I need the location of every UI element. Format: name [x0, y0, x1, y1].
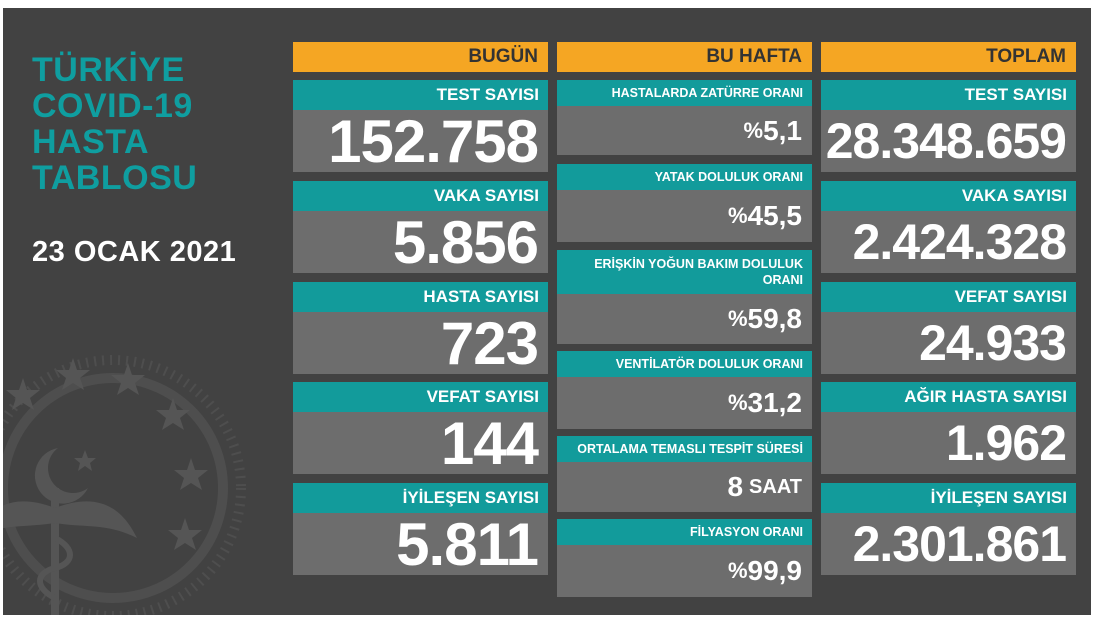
card-value: % 99,9: [557, 545, 812, 597]
value-number: 45,5: [747, 200, 803, 231]
today-case-card: VAKA SAYISI 5.856: [293, 181, 548, 276]
title-line: COVID-19: [32, 87, 193, 125]
card-label: TEST SAYISI: [821, 80, 1076, 110]
today-test-card: TEST SAYISI 152.758: [293, 80, 548, 175]
ministry-emblem-icon: [3, 355, 246, 615]
value-number: 8: [727, 471, 744, 502]
card-value: 28.348.659: [821, 110, 1076, 172]
card-label: VEFAT SAYISI: [821, 282, 1076, 312]
column-header-today: BUGÜN: [293, 42, 548, 72]
week-contact-time-card: ORTALAMA TEMASLI TESPİT SÜRESİ 8 SAAT: [557, 436, 812, 512]
card-label: YATAK DOLULUK ORANI: [557, 164, 812, 190]
card-value: 8 SAAT: [557, 462, 812, 512]
card-label: VAKA SAYISI: [293, 181, 548, 211]
card-label: VEFAT SAYISI: [293, 382, 548, 412]
card-value: 24.933: [821, 312, 1076, 374]
card-value: 2.301.861: [821, 513, 1076, 575]
today-recovered-card: İYİLEŞEN SAYISI 5.811: [293, 483, 548, 578]
title-line: TABLOSU: [32, 159, 198, 197]
card-value: 2.424.328: [821, 211, 1076, 273]
card-value: % 45,5: [557, 190, 812, 242]
total-case-card: VAKA SAYISI 2.424.328: [821, 181, 1076, 273]
card-label-line: ERİŞKİN YOĞUN BAKIM DOLULUK: [594, 257, 803, 271]
card-value: 723: [293, 310, 548, 377]
card-label-line: ORANI: [762, 273, 803, 287]
card-label: AĞIR HASTA SAYISI: [821, 382, 1076, 412]
card-value: 1.962: [821, 412, 1076, 474]
total-death-card: VEFAT SAYISI 24.933: [821, 282, 1076, 374]
total-recovered-card: İYİLEŞEN SAYISI 2.301.861: [821, 483, 1076, 575]
week-pneumonia-card: HASTALARDA ZATÜRRE ORANI % 5,1: [557, 80, 812, 155]
column-header-total: TOPLAM: [821, 42, 1076, 72]
card-value: 152.758: [293, 108, 548, 175]
week-ventilator-card: VENTİLATÖR DOLULUK ORANI % 31,2: [557, 351, 812, 429]
percent-sign: %: [727, 203, 748, 228]
today-patient-card: HASTA SAYISI 723: [293, 282, 548, 377]
card-label: HASTALARDA ZATÜRRE ORANI: [557, 80, 812, 106]
card-label: FİLYASYON ORANI: [557, 519, 812, 545]
week-icu-occupancy-card: ERİŞKİN YOĞUN BAKIM DOLULUK ORANI % 59,8: [557, 250, 812, 344]
week-bed-occupancy-card: YATAK DOLULUK ORANI % 45,5: [557, 164, 812, 242]
today-death-card: VEFAT SAYISI 144: [293, 382, 548, 477]
value-number: 31,2: [747, 387, 803, 418]
page-title: TÜRKİYE COVID-19 HASTA TABLOSU: [32, 52, 197, 196]
column-header-week: BU HAFTA: [557, 42, 812, 72]
percent-sign: %: [727, 390, 748, 415]
card-label: VENTİLATÖR DOLULUK ORANI: [557, 351, 812, 377]
card-label: ERİŞKİN YOĞUN BAKIM DOLULUK ORANI: [557, 250, 812, 294]
total-test-card: TEST SAYISI 28.348.659: [821, 80, 1076, 172]
card-label: ORTALAMA TEMASLI TESPİT SÜRESİ: [557, 436, 812, 462]
card-value: % 31,2: [557, 377, 812, 429]
card-label: HASTA SAYISI: [293, 282, 548, 312]
week-filiation-card: FİLYASYON ORANI % 99,9: [557, 519, 812, 597]
card-label: İYİLEŞEN SAYISI: [293, 483, 548, 513]
report-date: 23 OCAK 2021: [32, 236, 237, 268]
card-value: % 59,8: [557, 294, 812, 344]
value-number: 5,1: [763, 114, 802, 146]
card-value: 5.811: [293, 511, 548, 578]
total-severe-card: AĞIR HASTA SAYISI 1.962: [821, 382, 1076, 474]
title-line: HASTA: [32, 123, 150, 161]
card-value: % 5,1: [557, 106, 812, 155]
value-unit: SAAT: [749, 475, 802, 498]
title-line: TÜRKİYE: [32, 51, 185, 89]
percent-sign: %: [727, 306, 748, 331]
value-number: 59,8: [747, 303, 803, 334]
card-label: İYİLEŞEN SAYISI: [821, 483, 1076, 513]
card-value: 5.856: [293, 209, 548, 276]
percent-sign: %: [727, 558, 748, 583]
card-label: VAKA SAYISI: [821, 181, 1076, 211]
value-number: 99,9: [747, 555, 803, 586]
dashboard-panel: TÜRKİYE COVID-19 HASTA TABLOSU 23 OCAK 2…: [3, 8, 1091, 615]
card-value: 144: [293, 410, 548, 477]
percent-sign: %: [743, 117, 764, 143]
card-label: TEST SAYISI: [293, 80, 548, 110]
